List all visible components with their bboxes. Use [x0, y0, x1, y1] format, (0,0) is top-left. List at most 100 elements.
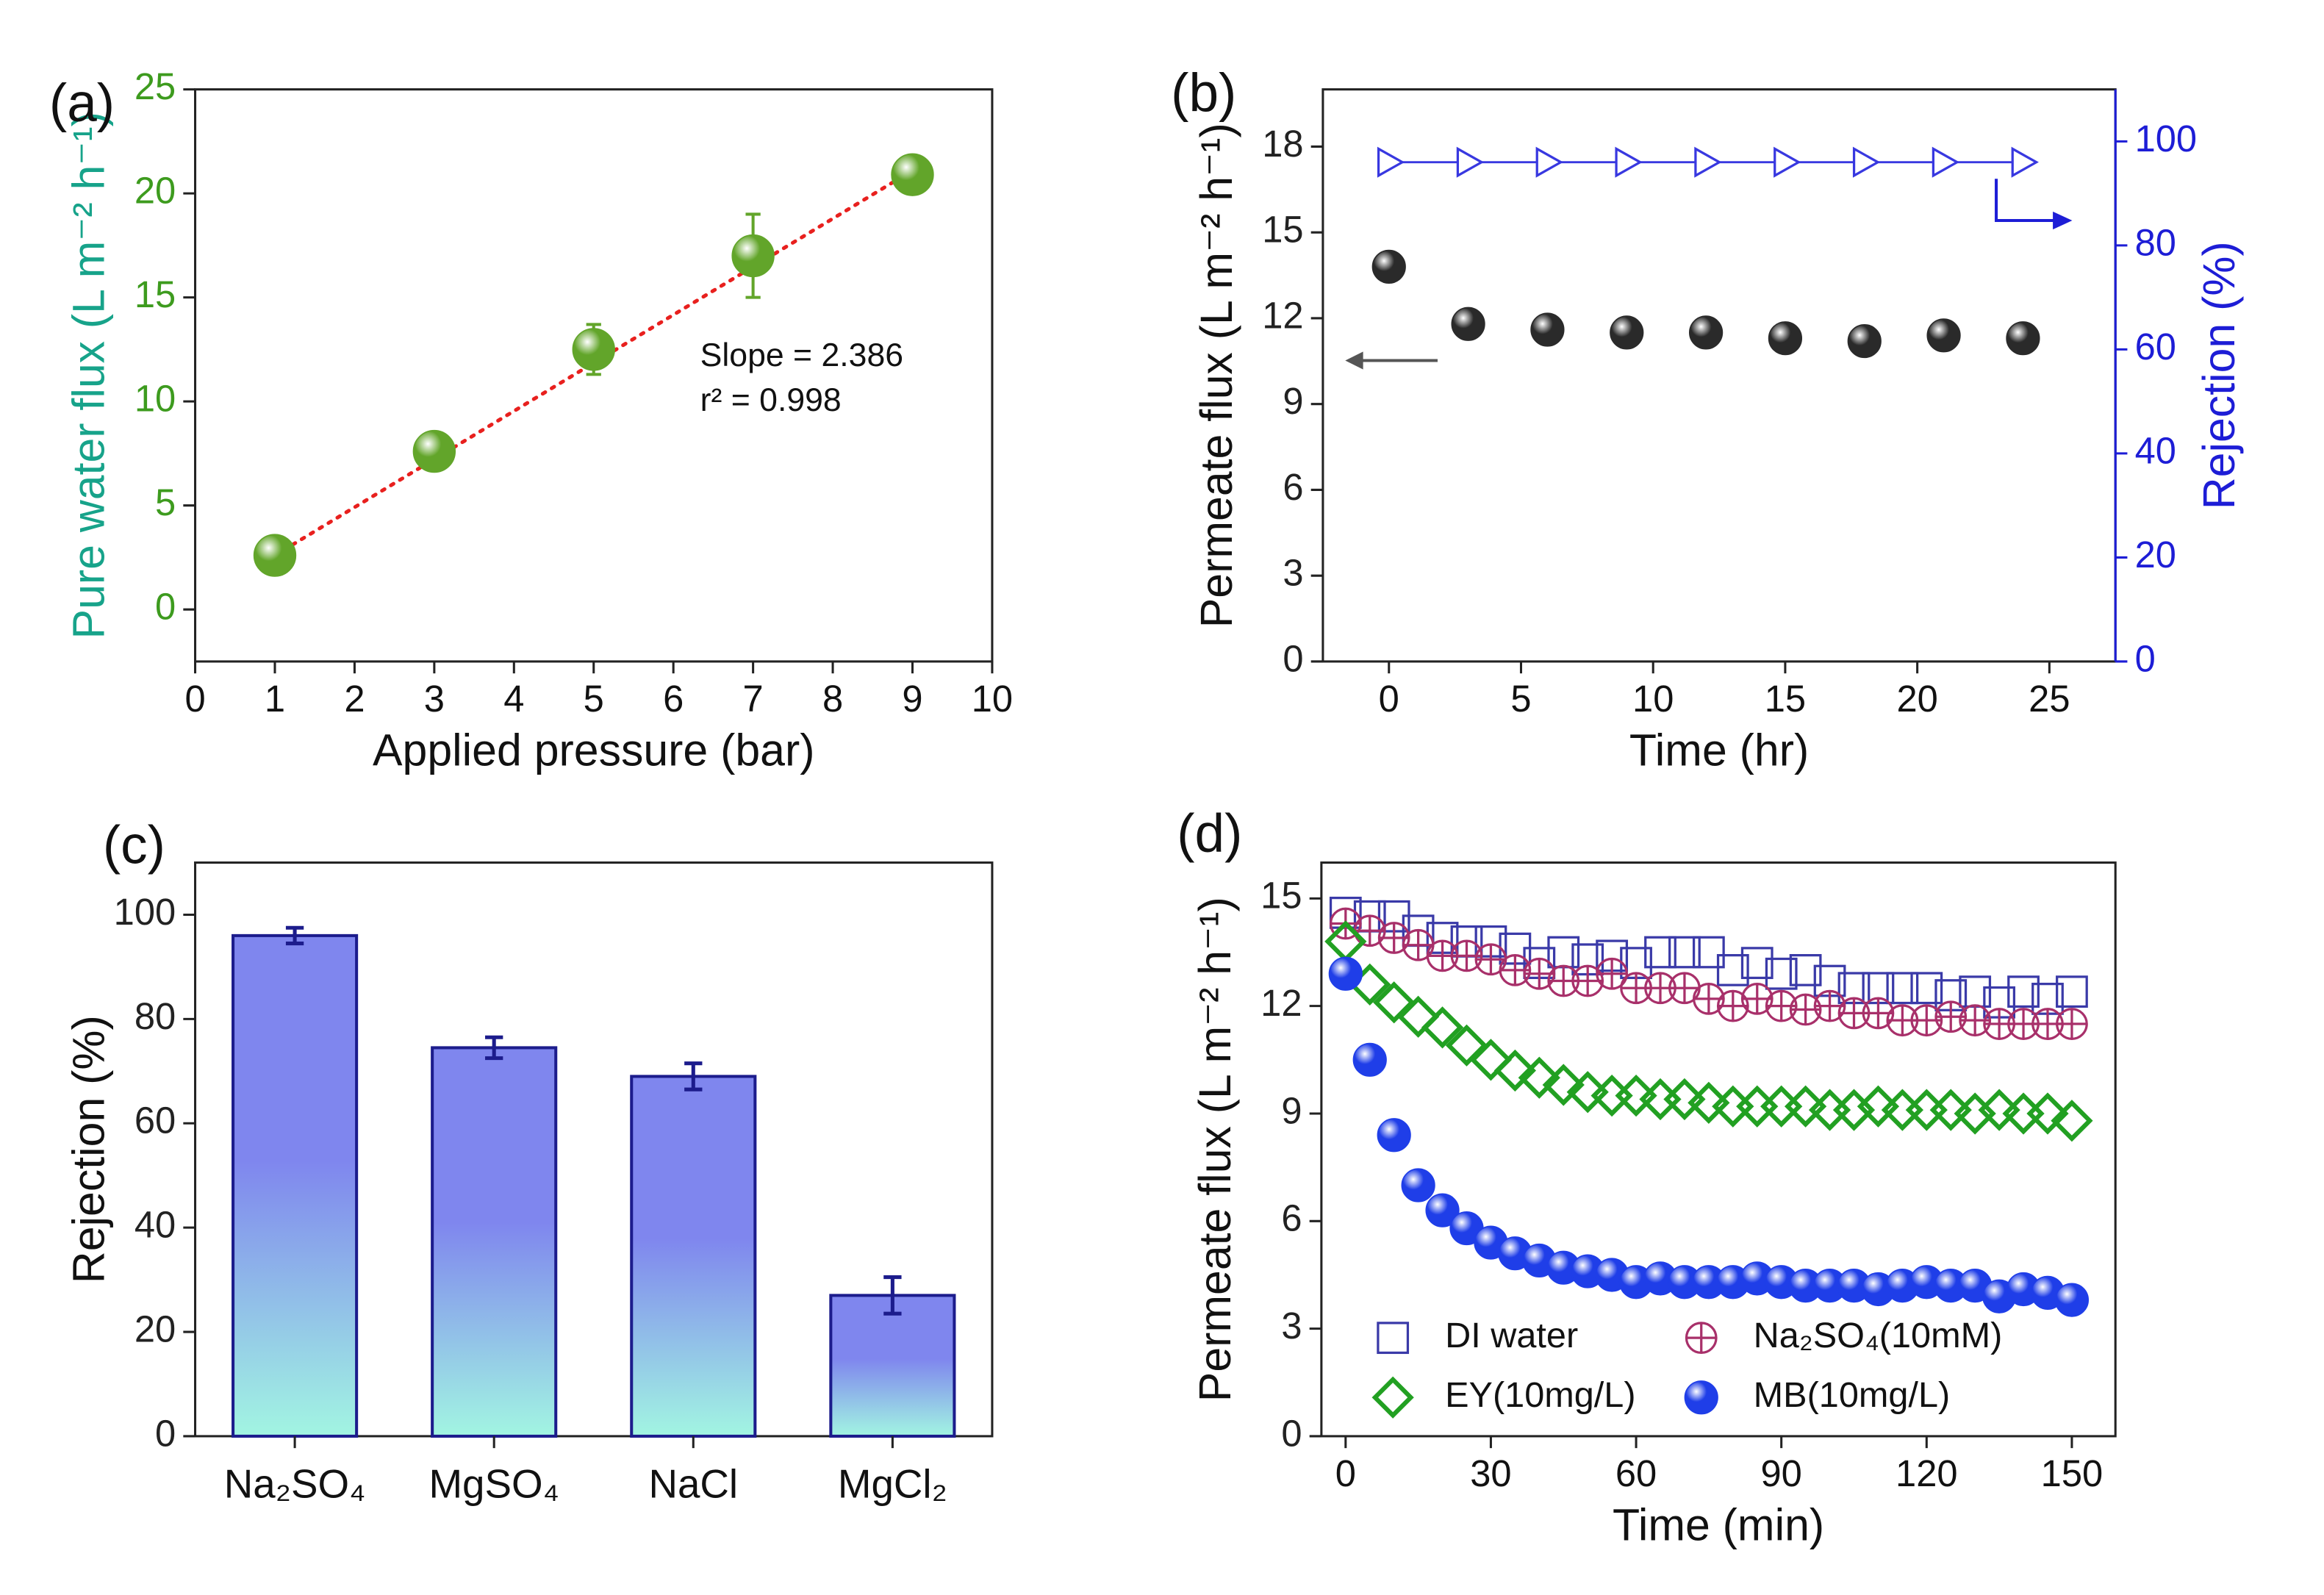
y-tick-label: 6: [1283, 466, 1303, 508]
bar: [232, 933, 359, 1438]
legend-marker: [1377, 1322, 1410, 1355]
y-tick-label: 15: [135, 273, 176, 315]
annotation: r² = 0.998: [700, 382, 842, 418]
data-point: [1663, 1078, 1706, 1121]
x-tick-label: Na₂SO₄: [224, 1460, 366, 1506]
y-tick-label: 5: [155, 481, 176, 523]
legend-marker: [1371, 1376, 1414, 1419]
y-tick-label: 0: [1281, 1412, 1302, 1454]
data-point: [1615, 1074, 1657, 1117]
data-point: [1371, 249, 1406, 284]
data-point: [1926, 318, 1961, 353]
data-point: [1932, 146, 1960, 178]
x-tick-label: MgSO₄: [428, 1460, 559, 1506]
data-point: [1401, 1168, 1435, 1202]
data-point: [1857, 1085, 1900, 1128]
legend-marker: [1685, 1322, 1718, 1354]
y2-tick-label: 40: [2135, 429, 2176, 471]
data-point: [1493, 1049, 1536, 1092]
x-tick-label: 5: [1510, 678, 1531, 720]
x-tick-label: 20: [1896, 678, 1937, 720]
legend-label: MB(10mg/L): [1754, 1375, 1951, 1415]
x-tick-label: 5: [584, 678, 604, 720]
error-bar: [684, 1061, 703, 1092]
y-tick-label: 18: [1262, 123, 1303, 165]
data-point: [1566, 1071, 1609, 1114]
data-point: [1328, 956, 1363, 991]
x-tick-label: 90: [1761, 1452, 1802, 1494]
plot-frame: [1320, 861, 2117, 1438]
data-point: [1716, 954, 1749, 986]
x-tick-label: 15: [1765, 678, 1806, 720]
x-tick-label: 30: [1470, 1452, 1511, 1494]
x-tick-label: 9: [902, 678, 922, 720]
data-point: [1397, 995, 1440, 1038]
data-point: [1847, 323, 1882, 359]
y-tick-label: 12: [1260, 982, 1302, 1024]
y-tick-label: 3: [1283, 552, 1303, 594]
data-point: [1518, 1056, 1560, 1099]
data-point: [891, 153, 934, 196]
data-point: [1740, 947, 1774, 980]
arrow: [1995, 179, 2056, 223]
y-tick-label: 0: [1283, 637, 1303, 679]
data-point: [1425, 1193, 1460, 1227]
y-tick-label: 12: [1262, 294, 1303, 336]
x-tick-label: 3: [424, 678, 445, 720]
data-point: [1832, 1089, 1876, 1131]
data-point: [1929, 1089, 1972, 1131]
y2-tick-label: 60: [2135, 326, 2176, 368]
data-point: [2051, 1100, 2093, 1142]
data-point: [731, 234, 775, 278]
data-point: [2007, 975, 2040, 1008]
data-point: [1668, 936, 1701, 969]
x-tick-label: 120: [1896, 1452, 1958, 1494]
y-tick-label: 0: [155, 1412, 176, 1454]
y2-tick-label: 20: [2135, 534, 2176, 576]
data-point: [2011, 146, 2039, 178]
annotation: Slope = 2.386: [700, 337, 903, 373]
data-point: [1736, 1085, 1779, 1128]
data-point: [572, 328, 615, 371]
data-point: [1377, 1118, 1411, 1153]
data-point: [1905, 1089, 1948, 1131]
x-tick-label: 10: [972, 678, 1013, 720]
data-point: [253, 534, 297, 577]
data-point: [1688, 315, 1724, 350]
data-point: [1886, 972, 1919, 1005]
data-point: [1768, 321, 1803, 356]
plot-frame: [1321, 88, 2117, 663]
x-axis-title: Time (hr): [1629, 725, 1809, 775]
data-point: [1469, 1039, 1513, 1081]
y-tick-label: 25: [135, 65, 176, 107]
data-point: [1910, 972, 1943, 1005]
data-point: [1644, 936, 1676, 969]
data-point: [1688, 1081, 1730, 1124]
y-tick-label: 6: [1281, 1197, 1302, 1239]
data-point: [1530, 312, 1565, 347]
data-point: [1377, 146, 1405, 178]
data-point: [1615, 146, 1643, 178]
data-point: [1596, 957, 1629, 990]
data-point: [2006, 321, 2040, 356]
y-tick-label: 10: [135, 378, 176, 420]
data-point: [1765, 957, 1798, 990]
x-tick-label: 10: [1632, 678, 1674, 720]
data-point: [2026, 1092, 2069, 1135]
panel-label: (c): [103, 816, 165, 875]
panel-label: (a): [49, 74, 115, 133]
arrow-head: [2053, 211, 2073, 230]
y-tick-label: 3: [1281, 1305, 1302, 1347]
x-tick-label: 6: [663, 678, 684, 720]
x-tick-label: 0: [1335, 1452, 1356, 1494]
x-tick-label: 60: [1615, 1452, 1657, 1494]
data-point: [1694, 146, 1722, 178]
error-bar: [485, 1035, 503, 1061]
data-point: [2056, 975, 2088, 1008]
x-axis-title: Time (min): [1613, 1500, 1824, 1550]
x-tick-label: 25: [2029, 678, 2070, 720]
y-tick-label: 80: [135, 995, 176, 1037]
legend-label: EY(10mg/L): [1445, 1375, 1635, 1415]
y2-axis-title: Rejection (%): [2194, 241, 2244, 509]
